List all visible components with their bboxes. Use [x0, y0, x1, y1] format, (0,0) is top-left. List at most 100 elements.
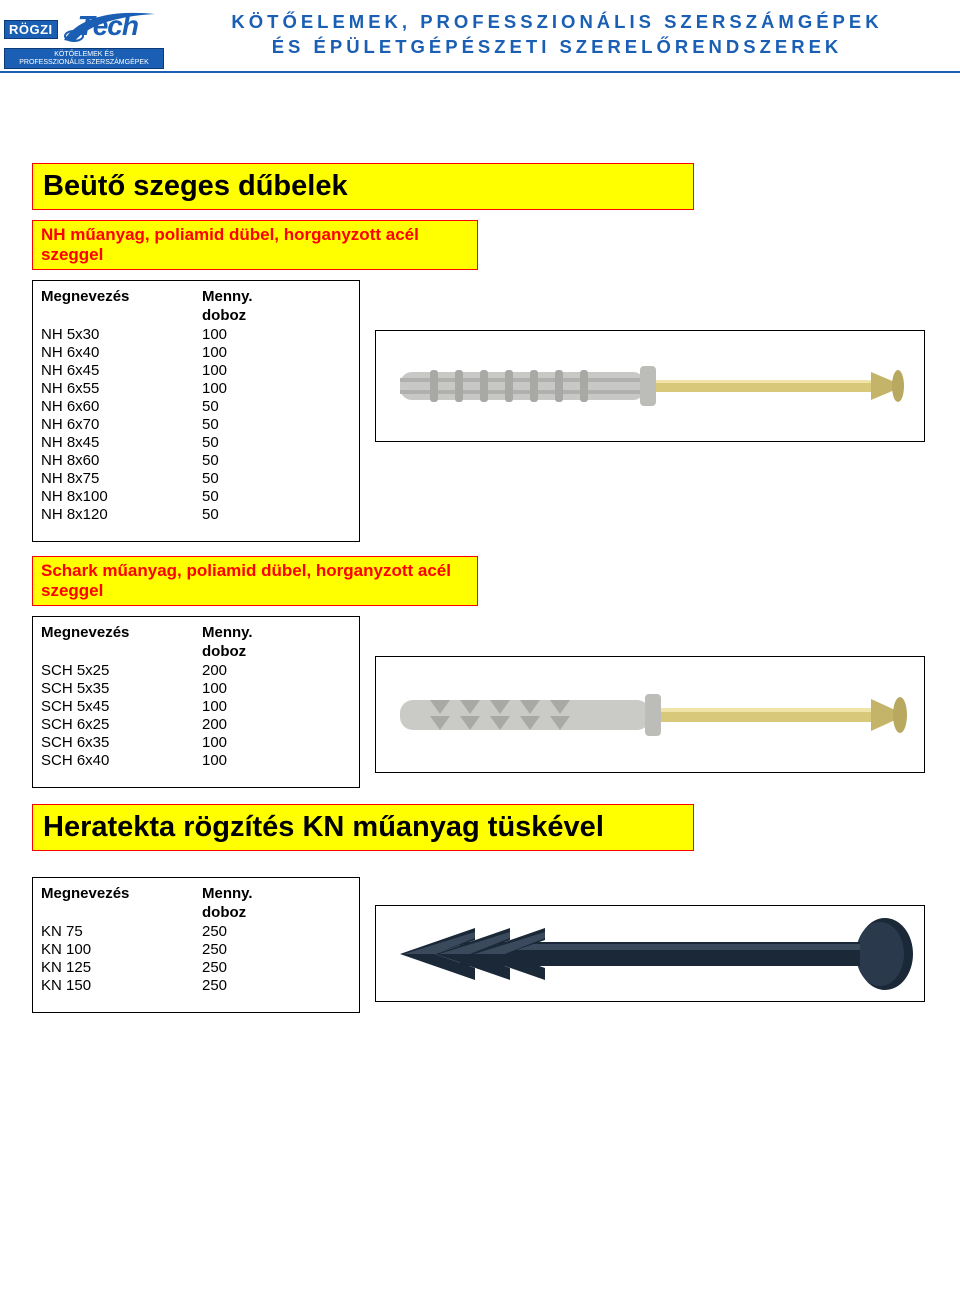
- table-row: KN 75250: [41, 922, 328, 940]
- table-header-val2: doboz: [202, 903, 328, 922]
- cell-name: NH 6x45: [41, 361, 202, 379]
- section3-title: Heratekta rögzítés KN műanyag tüskével: [32, 804, 694, 851]
- table-header-name: Megnevezés: [41, 623, 202, 661]
- cell-name: NH 5x30: [41, 325, 202, 343]
- table-header-val2: doboz: [202, 306, 328, 325]
- cell-value: 100: [202, 679, 328, 697]
- header-line1: KÖTŐELEMEK, PROFESSZIONÁLIS SZERSZÁMGÉPE…: [174, 10, 940, 35]
- table-row: SCH 5x35100: [41, 679, 328, 697]
- table-row: SCH 6x25200: [41, 715, 328, 733]
- cell-value: 100: [202, 697, 328, 715]
- table-row: NH 6x40100: [41, 343, 328, 361]
- table-header-val1: Menny.: [202, 287, 328, 306]
- table-row: SCH 5x45100: [41, 697, 328, 715]
- table-row: SCH 5x25200: [41, 661, 328, 679]
- table-header-val1: Menny.: [202, 623, 328, 642]
- table-row: NH 8x6050: [41, 451, 328, 469]
- cell-name: KN 100: [41, 940, 202, 958]
- cell-value: 100: [202, 325, 328, 343]
- section3-image: [375, 905, 925, 1002]
- cell-value: 50: [202, 451, 328, 469]
- logo-block: RÖGZI Tech KÖTŐELEMEK ÉS PROFESSZIONÁLIS…: [4, 8, 174, 69]
- cell-name: NH 6x60: [41, 397, 202, 415]
- cell-value: 250: [202, 922, 328, 940]
- header-title: KÖTŐELEMEK, PROFESSZIONÁLIS SZERSZÁMGÉPE…: [174, 8, 940, 60]
- page-header: RÖGZI Tech KÖTŐELEMEK ÉS PROFESSZIONÁLIS…: [0, 0, 960, 73]
- cell-value: 50: [202, 469, 328, 487]
- cell-value: 200: [202, 661, 328, 679]
- cell-name: SCH 5x45: [41, 697, 202, 715]
- cell-name: NH 6x55: [41, 379, 202, 397]
- table-header-name: Megnevezés: [41, 884, 202, 922]
- table-header-val1: Menny.: [202, 884, 328, 903]
- table-row: NH 8x10050: [41, 487, 328, 505]
- section1-image: [375, 330, 925, 442]
- logo-sub-line2: PROFESSZIONÁLIS SZERSZÁMGÉPEK: [7, 59, 161, 67]
- cell-value: 100: [202, 379, 328, 397]
- table-row: NH 6x7050: [41, 415, 328, 433]
- cell-name: SCH 5x35: [41, 679, 202, 697]
- cell-name: NH 6x70: [41, 415, 202, 433]
- logo-sub-badge: KÖTŐELEMEK ÉS PROFESSZIONÁLIS SZERSZÁMGÉ…: [4, 48, 164, 69]
- cell-name: SCH 6x25: [41, 715, 202, 733]
- table-row: NH 8x12050: [41, 505, 328, 523]
- header-line2: ÉS ÉPÜLETGÉPÉSZETI SZERELŐRENDSZEREK: [174, 35, 940, 60]
- cell-name: NH 8x100: [41, 487, 202, 505]
- cell-value: 50: [202, 415, 328, 433]
- cell-name: KN 75: [41, 922, 202, 940]
- page-content: Beütő szeges dűbelek NH műanyag, poliami…: [0, 73, 960, 1057]
- cell-name: NH 8x45: [41, 433, 202, 451]
- cell-name: KN 125: [41, 958, 202, 976]
- cell-name: NH 6x40: [41, 343, 202, 361]
- cell-value: 100: [202, 751, 328, 769]
- logo-tech-text: Tech: [78, 10, 138, 42]
- section1-subtitle: NH műanyag, poliamid dübel, horganyzott …: [32, 220, 478, 270]
- section2-image: [375, 656, 925, 773]
- table-row: NH 6x55100: [41, 379, 328, 397]
- plastic-spike-icon: [380, 910, 920, 998]
- cell-name: NH 8x75: [41, 469, 202, 487]
- cell-value: 50: [202, 433, 328, 451]
- cell-name: SCH 6x40: [41, 751, 202, 769]
- section2-subtitle: Schark műanyag, poliamid dübel, horganyz…: [32, 556, 478, 606]
- table-row: SCH 6x35100: [41, 733, 328, 751]
- cell-name: SCH 5x25: [41, 661, 202, 679]
- table-row: NH 6x45100: [41, 361, 328, 379]
- section1-table: Megnevezés Menny. doboz NH 5x30100NH 6x4…: [41, 287, 328, 523]
- dowel-nail-2-icon: [380, 662, 920, 767]
- table-row: KN 150250: [41, 976, 328, 994]
- section2-table-box: Megnevezés Menny. doboz SCH 5x25200SCH 5…: [32, 616, 360, 788]
- cell-value: 50: [202, 487, 328, 505]
- table-row: NH 8x7550: [41, 469, 328, 487]
- cell-value: 250: [202, 958, 328, 976]
- cell-value: 100: [202, 361, 328, 379]
- table-row: KN 100250: [41, 940, 328, 958]
- dowel-nail-icon: [380, 336, 920, 436]
- table-row: NH 5x30100: [41, 325, 328, 343]
- table-header-val2: doboz: [202, 642, 328, 661]
- table-header-name: Megnevezés: [41, 287, 202, 325]
- cell-name: NH 8x60: [41, 451, 202, 469]
- logo-badge: RÖGZI: [4, 20, 58, 39]
- table-row: KN 125250: [41, 958, 328, 976]
- logo-swoosh: Tech: [60, 8, 165, 50]
- cell-name: NH 8x120: [41, 505, 202, 523]
- section2-table: Megnevezés Menny. doboz SCH 5x25200SCH 5…: [41, 623, 328, 769]
- cell-value: 250: [202, 976, 328, 994]
- cell-value: 50: [202, 505, 328, 523]
- table-row: NH 8x4550: [41, 433, 328, 451]
- cell-value: 50: [202, 397, 328, 415]
- section3-table: Megnevezés Menny. doboz KN 75250KN 10025…: [41, 884, 328, 994]
- cell-name: KN 150: [41, 976, 202, 994]
- cell-value: 250: [202, 940, 328, 958]
- table-row: SCH 6x40100: [41, 751, 328, 769]
- section1-table-box: Megnevezés Menny. doboz NH 5x30100NH 6x4…: [32, 280, 360, 542]
- table-row: NH 6x6050: [41, 397, 328, 415]
- section1-title: Beütő szeges dűbelek: [32, 163, 694, 210]
- cell-value: 100: [202, 733, 328, 751]
- cell-value: 200: [202, 715, 328, 733]
- section3-table-box: Megnevezés Menny. doboz KN 75250KN 10025…: [32, 877, 360, 1013]
- logo-sub-line1: KÖTŐELEMEK ÉS: [7, 51, 161, 59]
- cell-name: SCH 6x35: [41, 733, 202, 751]
- cell-value: 100: [202, 343, 328, 361]
